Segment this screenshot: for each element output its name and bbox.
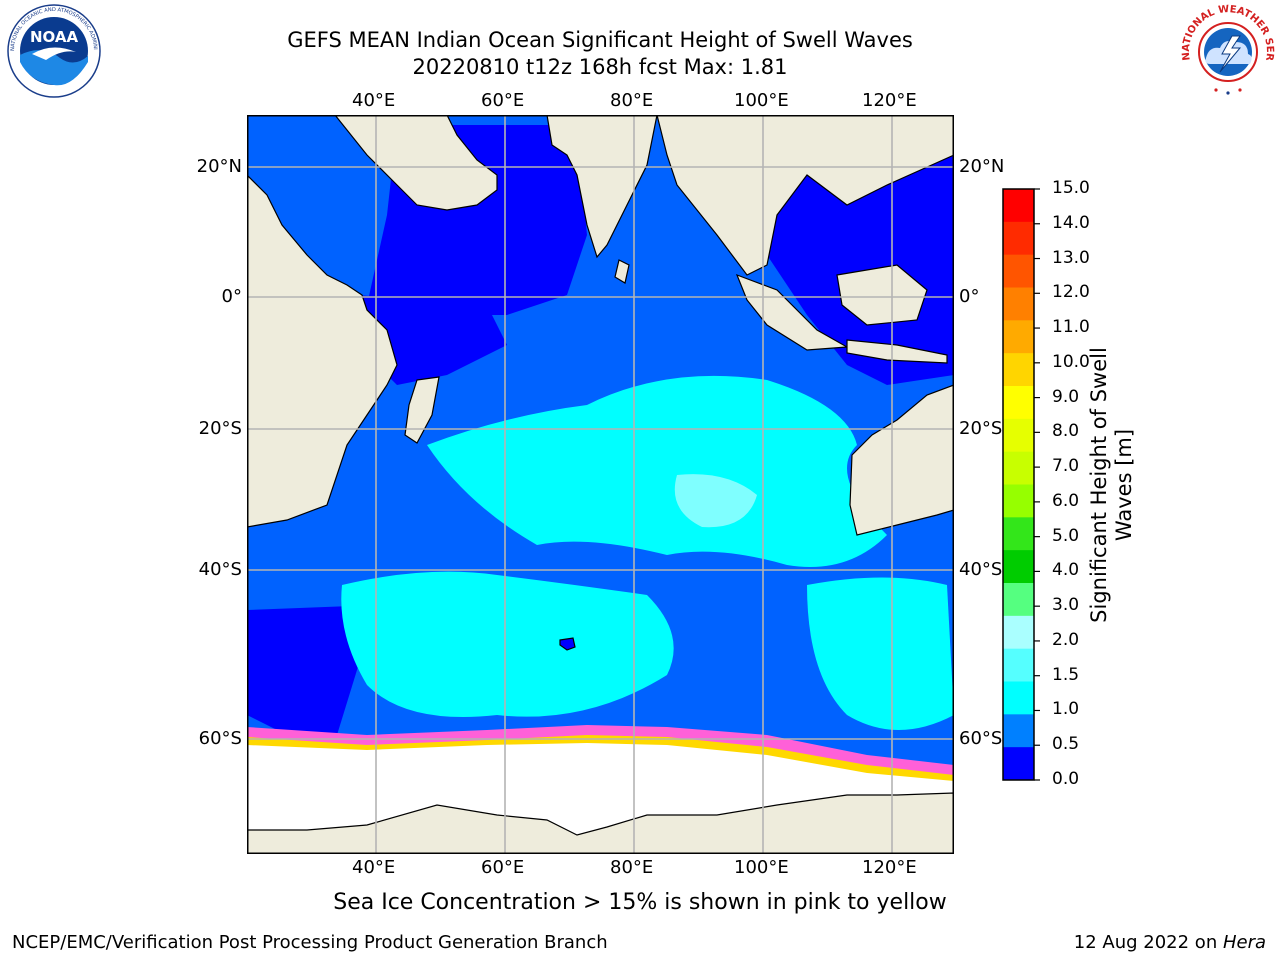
colorbar-tick-label: 10.0 [1052,351,1090,372]
lat-label-left: 20°S [198,418,242,439]
colorbar-segment [1003,189,1034,223]
colorbar-segment [1003,386,1034,420]
map-title: GEFS MEAN Indian Ocean Significant Heigh… [287,28,913,52]
swell-region-max [674,474,757,528]
footer-credit: NCEP/EMC/Verification Post Processing Pr… [12,932,608,953]
lon-label-bottom: 100°E [734,857,789,878]
lat-label-left: 60°S [198,728,242,749]
landmass-antarctica [247,792,954,854]
colorbar-tick-label: 1.5 [1052,664,1080,685]
footer-host: Hera [1222,932,1266,953]
colorbar-tick-label: 0.5 [1052,734,1080,755]
nws-logo-icon: NATIONAL WEATHER SERVICE [1176,2,1275,97]
landmass-java [846,339,948,364]
swell-region-southeast [807,577,954,730]
colorbar-segment [1003,484,1034,518]
noaa-logo-text: NOAA [30,28,79,46]
landmass-india [546,115,658,259]
noaa-logo-icon: NOAA NATIONAL OCEANIC AND ATMOSPHERIC AD… [2,2,101,98]
lon-label-top: 80°E [610,90,654,111]
lon-label-bottom: 60°E [481,857,525,878]
colorbar-tick-label: 4.0 [1052,560,1080,581]
lat-label-right: 20°S [959,418,1003,439]
map-subtitle: 20220810 t12z 168h fcst Max: 1.81 [412,55,788,79]
colorbar-tick-label: 15.0 [1052,178,1090,198]
colorbar-segment [1003,353,1034,387]
colorbar-label-line1: Significant Height of Swell [1087,347,1111,623]
colorbar-segment [1003,714,1034,748]
lat-label-right: 20°N [959,156,1005,177]
lon-label-bottom: 120°E [862,857,917,878]
colorbar-segment [1003,221,1034,256]
colorbar-tick-label: 14.0 [1052,212,1090,233]
southwest-low-swell [247,605,377,735]
colorbar-tick-label: 3.0 [1052,595,1080,616]
landmass-sri-lanka [614,259,630,284]
colorbar-segment [1003,320,1034,354]
colorbar-segment [1003,681,1034,715]
kerguelen-island [559,637,576,651]
map-gridlines [247,115,954,854]
swell-region-central [427,375,887,567]
colorbar-tick-label: 9.0 [1052,386,1080,407]
colorbar-segment [1003,517,1034,551]
colorbar-tick-label: 11.0 [1052,317,1090,338]
lat-label-right: 60°S [959,728,1003,749]
landmass-borneo [836,264,928,326]
landmass-southeast-asia [656,115,954,276]
colorbar-segment [1003,451,1034,485]
lat-label-left: 40°S [198,559,242,580]
lat-label-left: 0° [221,286,242,307]
lat-label-left: 20°N [196,156,242,177]
colorbar-label-line2: Waves [m] [1112,428,1136,542]
colorbar-segment [1003,550,1034,584]
map-plot [247,115,954,854]
footer-date: 12 Aug 2022 on Hera [1074,932,1266,953]
sea-ice-note: Sea Ice Concentration > 15% is shown in … [333,890,947,915]
lon-label-top: 100°E [734,90,789,111]
colorbar-tick-label: 12.0 [1052,282,1090,303]
colorbar-tick-label: 1.0 [1052,699,1080,720]
colorbar-segment [1003,747,1034,781]
colorbar-tick-label: 2.0 [1052,629,1080,650]
map-frame [247,115,954,854]
colorbar-segment [1003,254,1034,288]
lat-label-right: 40°S [959,559,1003,580]
landmass-africa-arabia [247,115,498,528]
lon-label-top: 120°E [862,90,917,111]
colorbar-tick-label: 8.0 [1052,421,1080,442]
colorbar-segment [1003,583,1034,617]
lon-label-bottom: 40°E [352,857,396,878]
landmass-australia [849,384,954,536]
landmass-madagascar [404,376,440,444]
colorbar-tick-label: 13.0 [1052,247,1090,268]
colorbar-tick-label: 7.0 [1052,456,1080,477]
colorbar-tick-label: 5.0 [1052,525,1080,546]
lon-label-bottom: 80°E [610,857,654,878]
colorbar-tick-label: 0.0 [1052,769,1080,789]
lat-label-right: 0° [959,286,980,307]
colorbar-segment [1003,648,1034,682]
colorbar-frame [1002,188,1035,781]
colorbar [1002,188,1040,781]
footer-date-text: 12 Aug 2022 on [1073,932,1223,953]
lon-label-top: 40°E [352,90,396,111]
colorbar-label: Significant Height of Swell Waves [m] [1087,325,1137,645]
colorbar-segment [1003,615,1034,650]
lon-label-top: 60°E [481,90,525,111]
colorbar-segment [1003,287,1034,321]
colorbar-segment [1003,418,1034,453]
swell-region-southwest [341,571,674,717]
colorbar-tick-label: 6.0 [1052,490,1080,511]
